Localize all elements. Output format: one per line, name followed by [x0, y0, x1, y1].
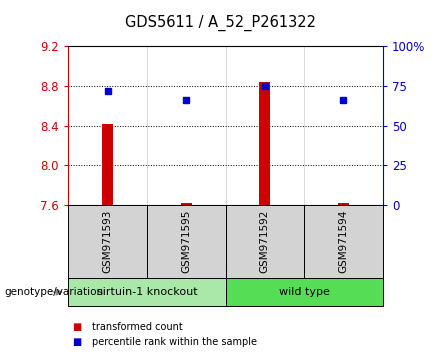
Text: ■: ■ [73, 337, 82, 347]
Text: GSM971595: GSM971595 [181, 210, 191, 273]
Text: ■: ■ [73, 322, 82, 332]
Text: GDS5611 / A_52_P261322: GDS5611 / A_52_P261322 [125, 15, 315, 31]
Text: GSM971592: GSM971592 [260, 210, 270, 273]
Bar [181, 203, 192, 205]
Text: wild type: wild type [279, 287, 330, 297]
Text: sirtuin-1 knockout: sirtuin-1 knockout [96, 287, 197, 297]
Bar [68, 278, 226, 306]
Bar [147, 205, 226, 278]
Bar [259, 82, 270, 205]
Text: GSM971593: GSM971593 [103, 210, 113, 273]
Bar [226, 278, 383, 306]
Bar [304, 205, 383, 278]
Text: GSM971594: GSM971594 [338, 210, 348, 273]
Bar [338, 203, 349, 205]
Text: transformed count: transformed count [92, 322, 183, 332]
Bar [102, 124, 113, 205]
Bar [68, 205, 147, 278]
Text: percentile rank within the sample: percentile rank within the sample [92, 337, 257, 347]
Bar [226, 205, 304, 278]
Text: genotype/variation: genotype/variation [4, 287, 103, 297]
